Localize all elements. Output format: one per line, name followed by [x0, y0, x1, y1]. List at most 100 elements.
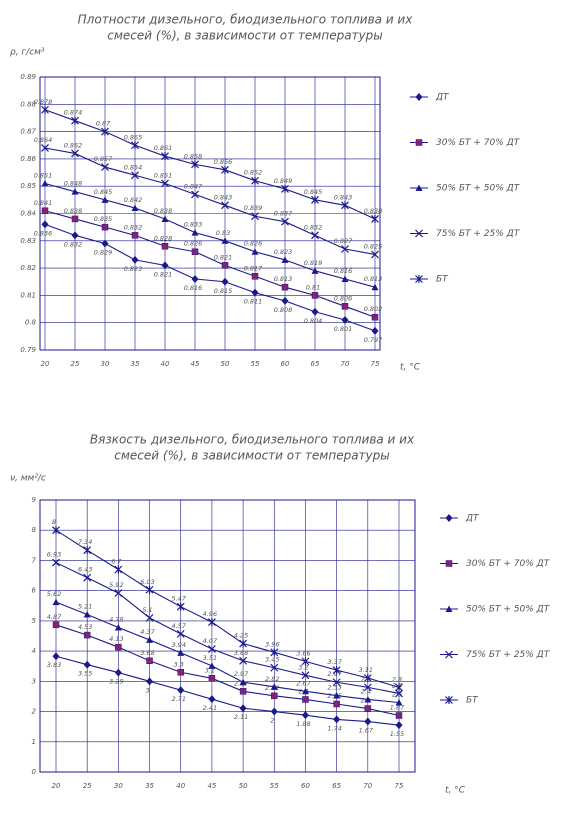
marker	[415, 184, 423, 191]
data-label: 0.816	[334, 267, 353, 275]
marker	[101, 223, 109, 231]
x-tick-label: 35	[131, 360, 140, 368]
marker-shape	[221, 237, 229, 244]
marker-shape	[191, 160, 199, 169]
chart-title: Вязкость дизельного, биодизельного топли…	[90, 433, 415, 447]
data-label: 3.37	[327, 658, 342, 666]
data-label: 1.88	[296, 720, 310, 728]
data-label: 0.851	[154, 171, 173, 179]
marker-shape	[341, 245, 349, 253]
marker-shape	[371, 313, 379, 321]
marker	[52, 621, 60, 629]
x-tick-label: 30	[101, 360, 110, 368]
data-label: 3.29	[109, 678, 123, 686]
chart-title: смесей (%), в зависимости от температуры	[114, 449, 389, 463]
y-tick-label: 3	[32, 677, 36, 685]
data-label: 0.833	[184, 221, 203, 229]
marker	[270, 648, 279, 657]
marker	[251, 288, 259, 297]
marker	[395, 689, 403, 698]
marker	[71, 116, 79, 125]
marker	[114, 668, 122, 677]
marker	[208, 662, 216, 669]
marker-shape	[364, 695, 372, 703]
data-label: 0.858	[184, 152, 203, 160]
marker	[371, 326, 379, 335]
data-label: 0.825	[364, 242, 383, 250]
y-tick-label: 5	[32, 617, 37, 625]
marker	[146, 677, 154, 686]
marker	[239, 678, 247, 686]
y-tick-label: 0.79	[20, 346, 36, 354]
marker	[208, 675, 216, 682]
marker	[221, 277, 229, 286]
marker	[146, 657, 153, 665]
marker-shape	[415, 184, 423, 191]
marker-shape	[281, 283, 289, 291]
marker	[371, 313, 379, 321]
y-tick-label: 0.86	[20, 155, 36, 163]
marker	[239, 688, 247, 695]
marker-shape	[333, 692, 341, 699]
marker-shape	[52, 652, 60, 661]
data-label: 0.808	[274, 306, 293, 314]
legend-label: БТ	[436, 275, 449, 285]
marker	[71, 231, 79, 240]
legend-label: БТ	[466, 696, 479, 706]
marker	[161, 261, 169, 270]
marker	[161, 179, 169, 188]
data-label: 2.11	[234, 713, 248, 721]
marker-shape	[83, 631, 91, 639]
marker	[341, 201, 349, 210]
marker-shape	[332, 678, 341, 687]
marker-shape	[371, 214, 379, 223]
data-label: 3.68	[234, 649, 248, 657]
marker	[191, 275, 199, 284]
x-tick-label: 35	[145, 782, 154, 790]
series-line	[44, 182, 376, 288]
marker-shape	[395, 721, 403, 730]
data-label: 6.43	[78, 566, 92, 574]
y-tick-label: 1	[32, 738, 36, 746]
marker-shape	[52, 558, 60, 567]
marker	[395, 712, 403, 719]
x-tick-label: 20	[41, 360, 50, 368]
marker	[251, 248, 259, 255]
marker-shape	[239, 704, 247, 713]
data-label: 5.47	[171, 595, 186, 603]
y-tick-label: 9	[32, 496, 37, 504]
y-tick-label: 4	[32, 647, 36, 655]
x-tick-label: 60	[281, 360, 290, 368]
marker-shape	[445, 514, 453, 522]
legend-label: 75% БТ + 25% ДТ	[466, 650, 551, 660]
data-label: 3.94	[171, 641, 185, 649]
data-label: 4.07	[203, 637, 218, 645]
marker	[207, 645, 216, 653]
data-label: 2.53	[327, 684, 341, 692]
marker	[371, 250, 379, 259]
marker-shape	[270, 707, 278, 716]
marker-shape	[177, 669, 184, 676]
marker-shape	[395, 683, 403, 692]
marker	[363, 683, 372, 692]
marker-shape	[270, 648, 279, 657]
marker	[364, 705, 372, 712]
data-label: 2	[270, 717, 274, 725]
marker-shape	[239, 678, 247, 686]
data-label: 3.83	[47, 661, 61, 669]
marker	[301, 671, 310, 680]
data-label: 2.71	[171, 695, 185, 703]
marker	[114, 565, 123, 574]
marker-shape	[52, 526, 60, 535]
marker-shape	[341, 315, 349, 324]
data-label: 0.878	[34, 98, 53, 106]
marker-shape	[221, 201, 229, 210]
marker-shape	[363, 674, 372, 683]
legend-label: 30% БТ + 70% ДТ	[466, 559, 551, 569]
data-label: 0.81	[306, 283, 320, 291]
marker-shape	[191, 190, 199, 199]
data-label: 0.838	[364, 207, 383, 215]
data-label: 2.8	[392, 675, 402, 683]
marker	[270, 707, 278, 716]
marker-shape	[71, 116, 79, 125]
